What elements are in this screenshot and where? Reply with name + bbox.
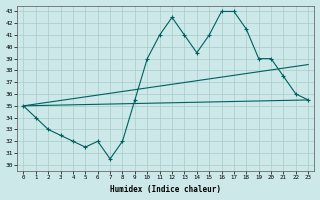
X-axis label: Humidex (Indice chaleur): Humidex (Indice chaleur) <box>110 185 221 194</box>
